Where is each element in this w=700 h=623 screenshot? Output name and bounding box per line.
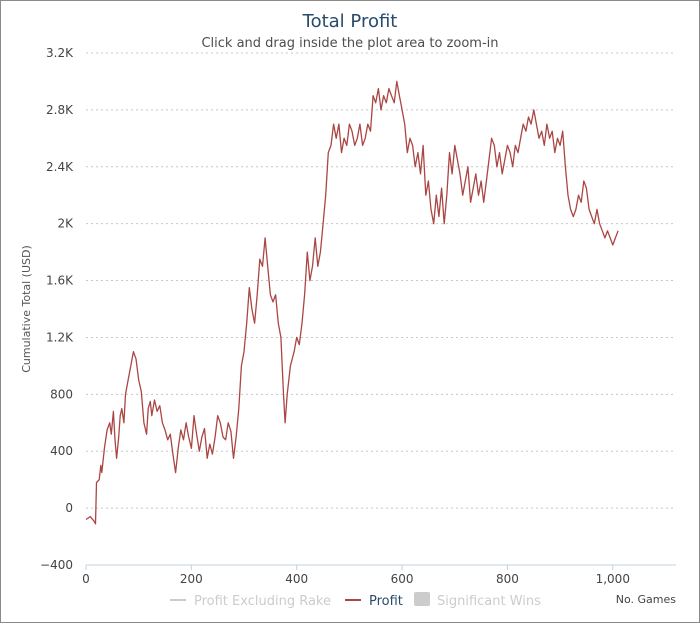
y-tick-label: 3.2K xyxy=(46,46,74,60)
legend: Profit Excluding Rake Profit Significant… xyxy=(170,592,541,609)
y-tick-label: 1.2K xyxy=(46,330,74,344)
y-tick-labels: −400 0 400 800 1.2K 1.6K 2K 2.4K 2.8K 3.2K xyxy=(40,46,74,572)
y-axis-label: Cumulative Total (USD) xyxy=(20,245,33,373)
chart-subtitle: Click and drag inside the plot area to z… xyxy=(201,36,498,51)
legend-label-profit-excluding-rake: Profit Excluding Rake xyxy=(194,594,331,609)
x-tick-label: 800 xyxy=(496,572,519,586)
y-tick-label: 0 xyxy=(65,501,73,515)
legend-label-profit: Profit xyxy=(369,594,403,609)
legend-item-profit-excluding-rake[interactable]: Profit Excluding Rake xyxy=(170,594,331,609)
y-tick-label: 400 xyxy=(50,444,73,458)
x-tick-label: 1,000 xyxy=(596,572,630,586)
chart-title: Total Profit xyxy=(302,11,398,32)
y-tick-label: 800 xyxy=(50,387,73,401)
x-tick-labels: 0 200 400 600 800 1,000 xyxy=(82,564,676,586)
x-axis-label: No. Games xyxy=(616,593,677,606)
legend-box-swatch xyxy=(414,592,430,606)
x-tick-label: 400 xyxy=(285,572,308,586)
legend-item-profit[interactable]: Profit xyxy=(345,594,403,609)
y-tick-label: 2.8K xyxy=(46,103,74,117)
y-tick-label: 1.6K xyxy=(46,274,74,288)
legend-label-significant-wins: Significant Wins xyxy=(437,594,541,609)
x-tick-label: 0 xyxy=(82,572,90,586)
series-layer xyxy=(85,80,619,525)
y-tick-label: 2.4K xyxy=(46,160,74,174)
series-line-profit[interactable] xyxy=(85,80,619,525)
y-tick-label: 2K xyxy=(57,217,74,231)
plot-area[interactable] xyxy=(86,53,676,565)
x-tick-label: 600 xyxy=(391,572,414,586)
y-tick-label: −400 xyxy=(40,558,73,572)
x-tick-label: 200 xyxy=(180,572,203,586)
legend-item-significant-wins[interactable]: Significant Wins xyxy=(414,592,541,609)
